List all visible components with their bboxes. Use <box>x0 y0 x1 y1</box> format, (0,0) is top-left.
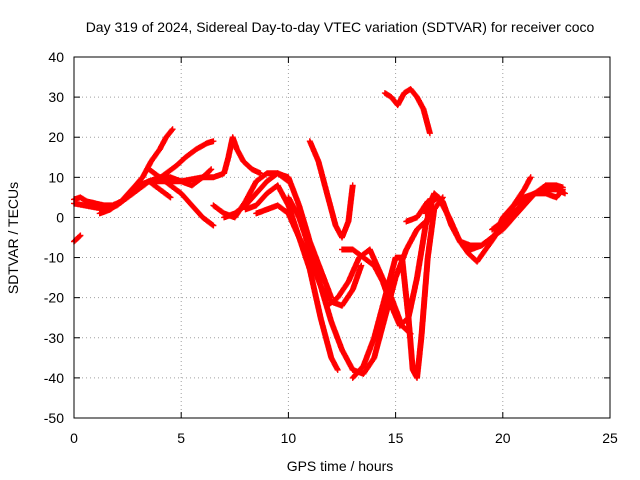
series-arc-6 <box>148 134 264 185</box>
series-arc-16 <box>349 194 446 381</box>
x-tick-label: 20 <box>495 430 511 446</box>
y-tick-label: -50 <box>44 410 64 426</box>
chart-title: Day 319 of 2024, Sidereal Day-to-day VTE… <box>86 19 595 35</box>
marker-trace <box>306 138 356 241</box>
ticks: 0 5 10 15 20 25 -50 -40 -30 -20 -10 0 10 20 30 40 <box>44 49 618 446</box>
x-tick-label: 25 <box>602 430 618 446</box>
x-tick-label: 10 <box>281 430 297 446</box>
y-tick-label: -40 <box>44 370 64 386</box>
x-axis-label: GPS time / hours <box>287 458 394 474</box>
series-arc-15 <box>339 194 442 329</box>
x-tick-label: 5 <box>177 430 185 446</box>
y-tick-label: 40 <box>48 49 64 65</box>
y-tick-label: 10 <box>48 169 64 185</box>
y-tick-label: 20 <box>48 129 64 145</box>
x-tick-label: 0 <box>70 430 78 446</box>
grid <box>74 57 610 418</box>
y-tick-label: -30 <box>44 330 64 346</box>
y-tick-label: 0 <box>56 209 64 225</box>
series-arc-21 <box>489 182 566 233</box>
plot-frame <box>73 56 611 419</box>
marker-trace <box>381 86 433 137</box>
marker-trace <box>152 138 217 185</box>
marker-trace <box>339 194 442 329</box>
series-layer <box>71 86 568 381</box>
series-arc-1 <box>71 232 84 245</box>
series-arc-4 <box>96 126 176 217</box>
marker-trace <box>148 134 264 185</box>
series-arc-7 <box>152 138 217 185</box>
marker-trace <box>489 182 566 233</box>
y-tick-label: -20 <box>44 290 64 306</box>
marker-trace <box>349 194 446 381</box>
y-tick-label: 30 <box>48 89 64 105</box>
x-tick-label: 15 <box>388 430 404 446</box>
marker-trace <box>71 232 84 245</box>
y-axis-label: SDTVAR / TECUs <box>5 182 21 294</box>
marker-trace <box>96 126 176 217</box>
y-tick-label: -10 <box>44 250 64 266</box>
series-arc-17 <box>381 86 433 137</box>
series-arc-13 <box>306 138 356 241</box>
